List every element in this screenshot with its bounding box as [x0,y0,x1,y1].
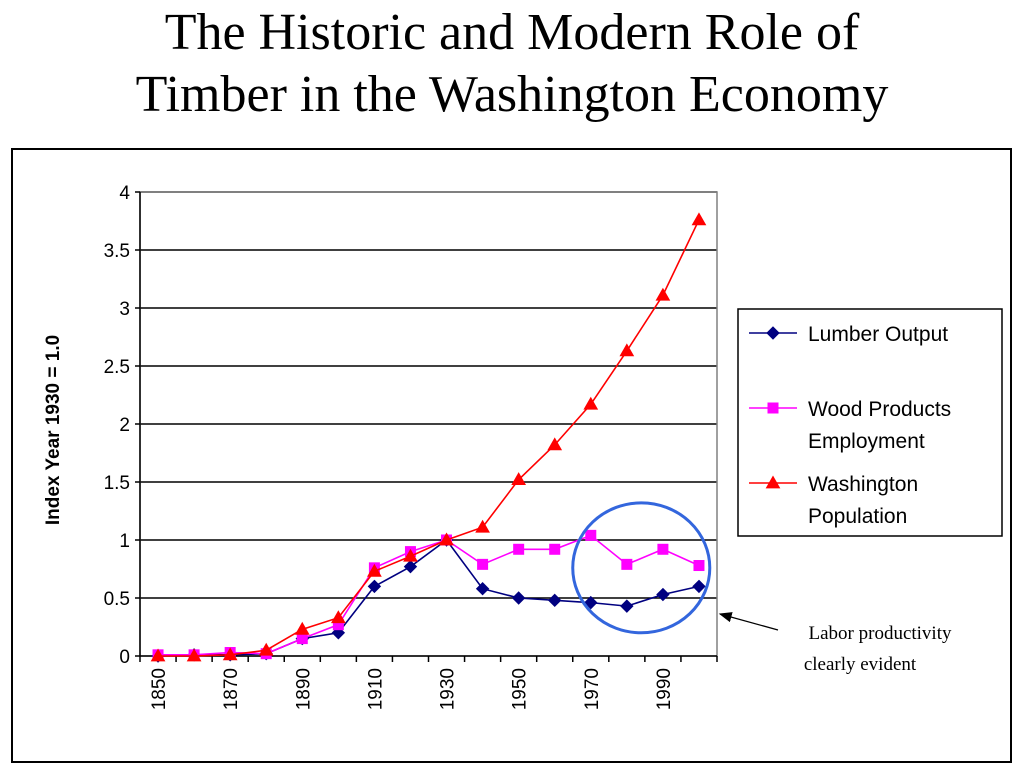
data-point [511,591,526,605]
data-point [294,621,310,635]
y-tick-label: 1.5 [104,473,130,494]
data-point [475,519,490,533]
legend-label: Washington Population [808,473,918,528]
data-point [150,648,166,662]
data-point [693,560,705,572]
chart-frame [11,148,1012,763]
data-point [657,543,669,555]
axes: 0 0.5 1 1.5 2 2.5 3 3.5 4 1850 1870 1890 1910 1930 195… [104,183,718,710]
x-tick-label: 1910 [365,668,386,710]
data-point [767,402,779,414]
y-tick-label: 3 [119,299,130,320]
y-tick-label: 2 [119,415,130,436]
series-wood-products-employment [152,529,705,661]
data-point [403,559,418,574]
y-tick-label: 4 [119,183,130,204]
slide-title-line-1: The Historic and Modern Role of [164,4,860,61]
x-tick-label: 1850 [149,668,170,710]
data-point [583,396,599,410]
data-point [585,529,597,541]
legend-item: Lumber Output [749,323,948,346]
data-point [330,610,346,624]
x-tick-label: 1950 [510,668,531,710]
grid-lines [140,191,717,599]
legend-item: Washington Population [749,473,918,528]
data-point [513,543,525,555]
series-line [158,538,700,657]
data-point [692,579,706,594]
x-tick-label: 1970 [582,668,603,710]
data-point [691,212,707,226]
legend-box [737,308,1003,537]
data-point [258,642,274,656]
y-tick-label: 2.5 [104,357,130,378]
data-point [765,475,781,489]
data-point [186,648,202,662]
x-tick-label: 1990 [654,668,675,710]
data-point [439,532,454,546]
slide-title-line-2: Timber in the Washington Economy [135,66,889,123]
x-tick-label: 1890 [293,668,314,710]
annotation-text-line-2: clearly evident [804,654,917,675]
legend-label: Lumber Output [808,323,948,346]
highlight-ellipse [571,501,712,635]
data-point [619,343,635,357]
data-point [620,599,634,613]
data-point [477,558,489,570]
data-point [656,587,670,602]
legend-label: Wood Products Employment [808,398,951,453]
data-point [367,563,382,577]
y-tick-label: 1 [119,531,130,552]
data-point [367,579,382,594]
legend: Lumber Output Wood Products Employment Wash… [737,308,1003,537]
data-point [403,548,418,562]
data-point [584,595,598,610]
y-tick-label: 3.5 [104,241,130,262]
annotation-arrow [718,612,779,631]
data-point [296,633,308,645]
data-point [655,287,671,301]
data-point [621,558,633,570]
legend-item: Wood Products Employment [749,398,951,453]
y-axis-label: Index Year 1930 = 1.0 [43,335,64,525]
x-tick-label: 1930 [438,668,459,710]
y-tick-label: 0.5 [104,589,130,610]
data-point [766,326,780,340]
y-tick-label: 0 [119,647,130,668]
series-washington-population [150,212,707,662]
series-line [158,219,700,657]
slide-title: The Historic and Modern Role of Timber i… [0,2,1024,126]
data-point [548,593,562,608]
annotation-text-line-1: Labor productivity [809,623,952,644]
annotation: Labor productivity clearly evident [571,501,952,675]
x-tick-label: 1870 [221,668,242,710]
series [150,212,707,663]
data-point [511,472,527,486]
data-point [549,543,561,555]
data-point [475,582,490,596]
data-point [222,647,238,661]
data-point [547,437,563,451]
